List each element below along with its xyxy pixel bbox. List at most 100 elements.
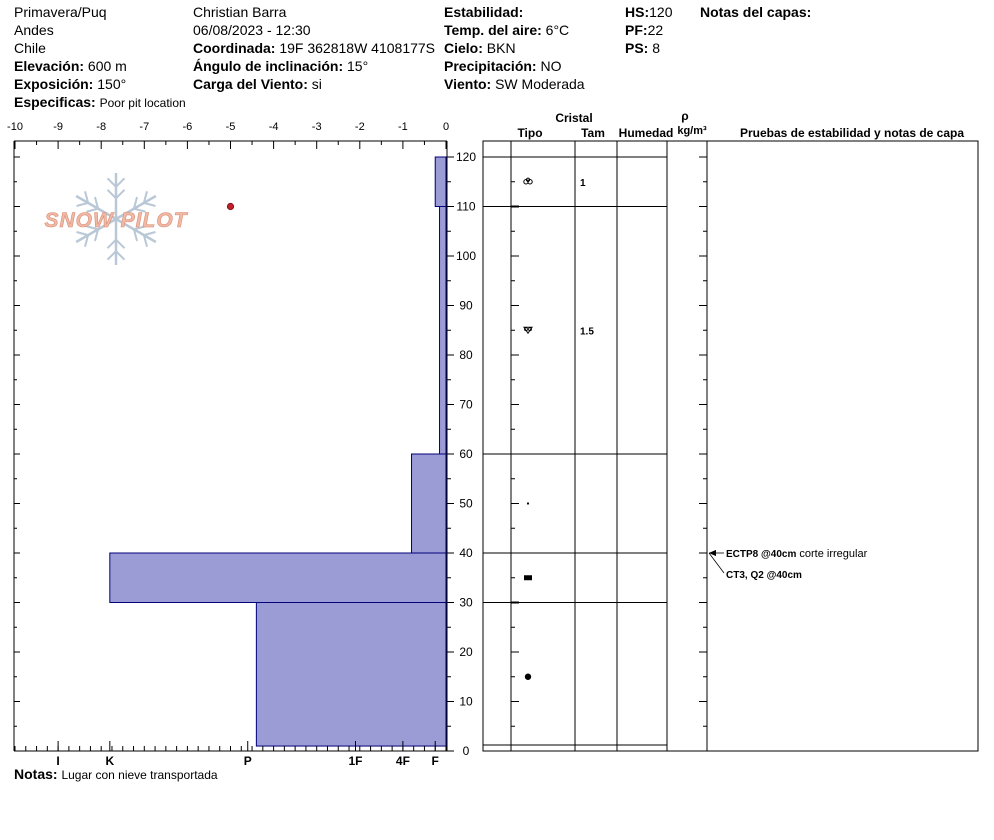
hardness-layers [109,156,447,747]
layer-notes-label: Notas del capas: [700,4,812,20]
elevation-row: Elevación: 600 m [14,58,127,74]
rounded-grain-icon [524,673,532,680]
notes-row: Notas: Lugar con nieve transportada [14,766,218,783]
sky-value: BKN [486,40,516,56]
hardness-tick-label: K [105,754,114,768]
table-headers: Cristal Tipo Tam Humedad ρ kg/m³ Pruebas… [517,109,964,140]
hs-value: 120 [649,4,673,20]
table-border [482,140,979,752]
layer-table [482,140,979,752]
snowpilot-logo: SNOW PILOT [44,173,188,265]
snowflake-branch [106,177,117,188]
snowflake-branch [142,234,148,247]
wind-value: SW Moderada [495,76,585,92]
depth-tick-label: 30 [459,596,473,610]
pf-row: PF:22 [625,22,663,38]
precip-value: NO [540,58,562,74]
depth-tick-label: 110 [456,200,475,214]
hardness-layer-bar [439,206,447,455]
snowflake-branch [86,207,99,213]
hardness-tick-label: I [56,754,59,768]
snowflake-branch [115,189,126,200]
temp-tick-label: -9 [53,121,63,133]
snowflake-branch [84,191,90,204]
header-crystal: Cristal [555,111,592,125]
aspect-label: Exposición: [14,76,94,92]
temp-tick-label: -7 [139,121,149,133]
depth-tick-label: 0 [463,744,470,758]
wind-load-row: Carga del Viento: si [193,76,322,92]
temperature-points [226,202,235,211]
location-text: Primavera/Puq [14,4,107,20]
snowflake-branch [94,196,100,209]
aspect-value: 150° [97,76,127,92]
depth-tick-label: 40 [459,546,473,560]
temp-tick-label: -6 [183,121,193,133]
depth-tick-label: 120 [456,150,476,164]
header-rho: ρ [681,109,688,123]
pf-label: PF: [625,22,648,38]
coord-label: Coordinada: [193,40,276,56]
crystal-lobe [524,327,528,332]
hardness-ticks: I K P 1F 4F F [14,741,447,768]
header-stability-notes: Pruebas de estabilidad y notas de capa [740,126,964,140]
precip-row: Precipitación: NO [444,58,561,74]
hardness-tick-label: 4F [396,754,410,768]
snowflake-arm [115,194,157,221]
snowflake-branch [84,234,90,247]
sky-label: Cielo: [444,40,483,56]
hs-row: HS:120 [625,4,672,20]
temp-tick-label: -5 [226,121,236,133]
depth-tick-label: 70 [459,398,473,412]
crystal-triangle [523,326,533,335]
hardness-layer-bar [434,156,447,207]
depth-tick-label: 100 [456,249,476,263]
depth-tick-label: 10 [459,695,473,709]
snowflake-branch [106,238,117,249]
temp-tick-label: -1 [398,121,408,133]
wind-load-value: si [311,76,322,92]
stability-test-label: ECTP8 @40cm [726,549,796,560]
aspect-row: Exposición: 150° [14,76,126,92]
coord-row: Coordinada: 19F 362818W 4108177S [193,40,435,56]
notes-label: Notas: [14,766,58,782]
elevation-value: 600 m [87,58,127,74]
melt-freeze-crust-icon [524,575,532,581]
snowflake-branch [143,231,156,237]
hardness-layer-bar [411,453,447,554]
specifics-label: Especificas: [14,94,96,110]
snowflake-branch [115,238,126,249]
wind-row: Viento: SW Moderada [444,76,585,92]
snowflake-arm [75,217,117,244]
air-temp-label: Temp. del aire: [444,22,542,38]
snowflake-branch [132,196,138,209]
stability-tests: ECTP8 @40cm corte irregular CT3, Q2 @40cm [708,548,868,581]
sky-row: Cielo: BKN [444,40,518,56]
hardness-layer-bar [255,602,447,747]
stability-arrow-icon [709,550,716,556]
pf-value: 22 [647,22,664,38]
temperature-point [226,202,235,211]
slope-value: 15° [347,58,369,74]
wind-label: Viento: [444,76,492,92]
snowflake-branch [133,225,146,231]
notes-value: Lugar con nieve transportada [61,768,218,782]
crystal-column: 11.5 [523,177,594,680]
depth-tick-label: 80 [459,348,473,362]
snowflake-branch [133,207,146,213]
crystal-dot [526,502,530,505]
header-type: Tipo [517,126,542,140]
header-moisture: Humedad [619,126,674,140]
depth-tick-label: 20 [459,645,473,659]
temp-tick-label: -2 [355,121,365,133]
crystal-crust [524,575,532,581]
precipitation-particles-icon [523,177,533,185]
crystal-size: 1.5 [580,326,594,337]
stability-leader-line [708,552,725,574]
snowflake-branch [115,177,126,188]
snowflake-branch [106,189,117,200]
ps-row: PS: 8 [625,40,660,56]
range-text: Andes [14,22,54,38]
slope-label: Ángulo de inclinación: [193,58,344,74]
snowflake-branch [142,191,148,204]
